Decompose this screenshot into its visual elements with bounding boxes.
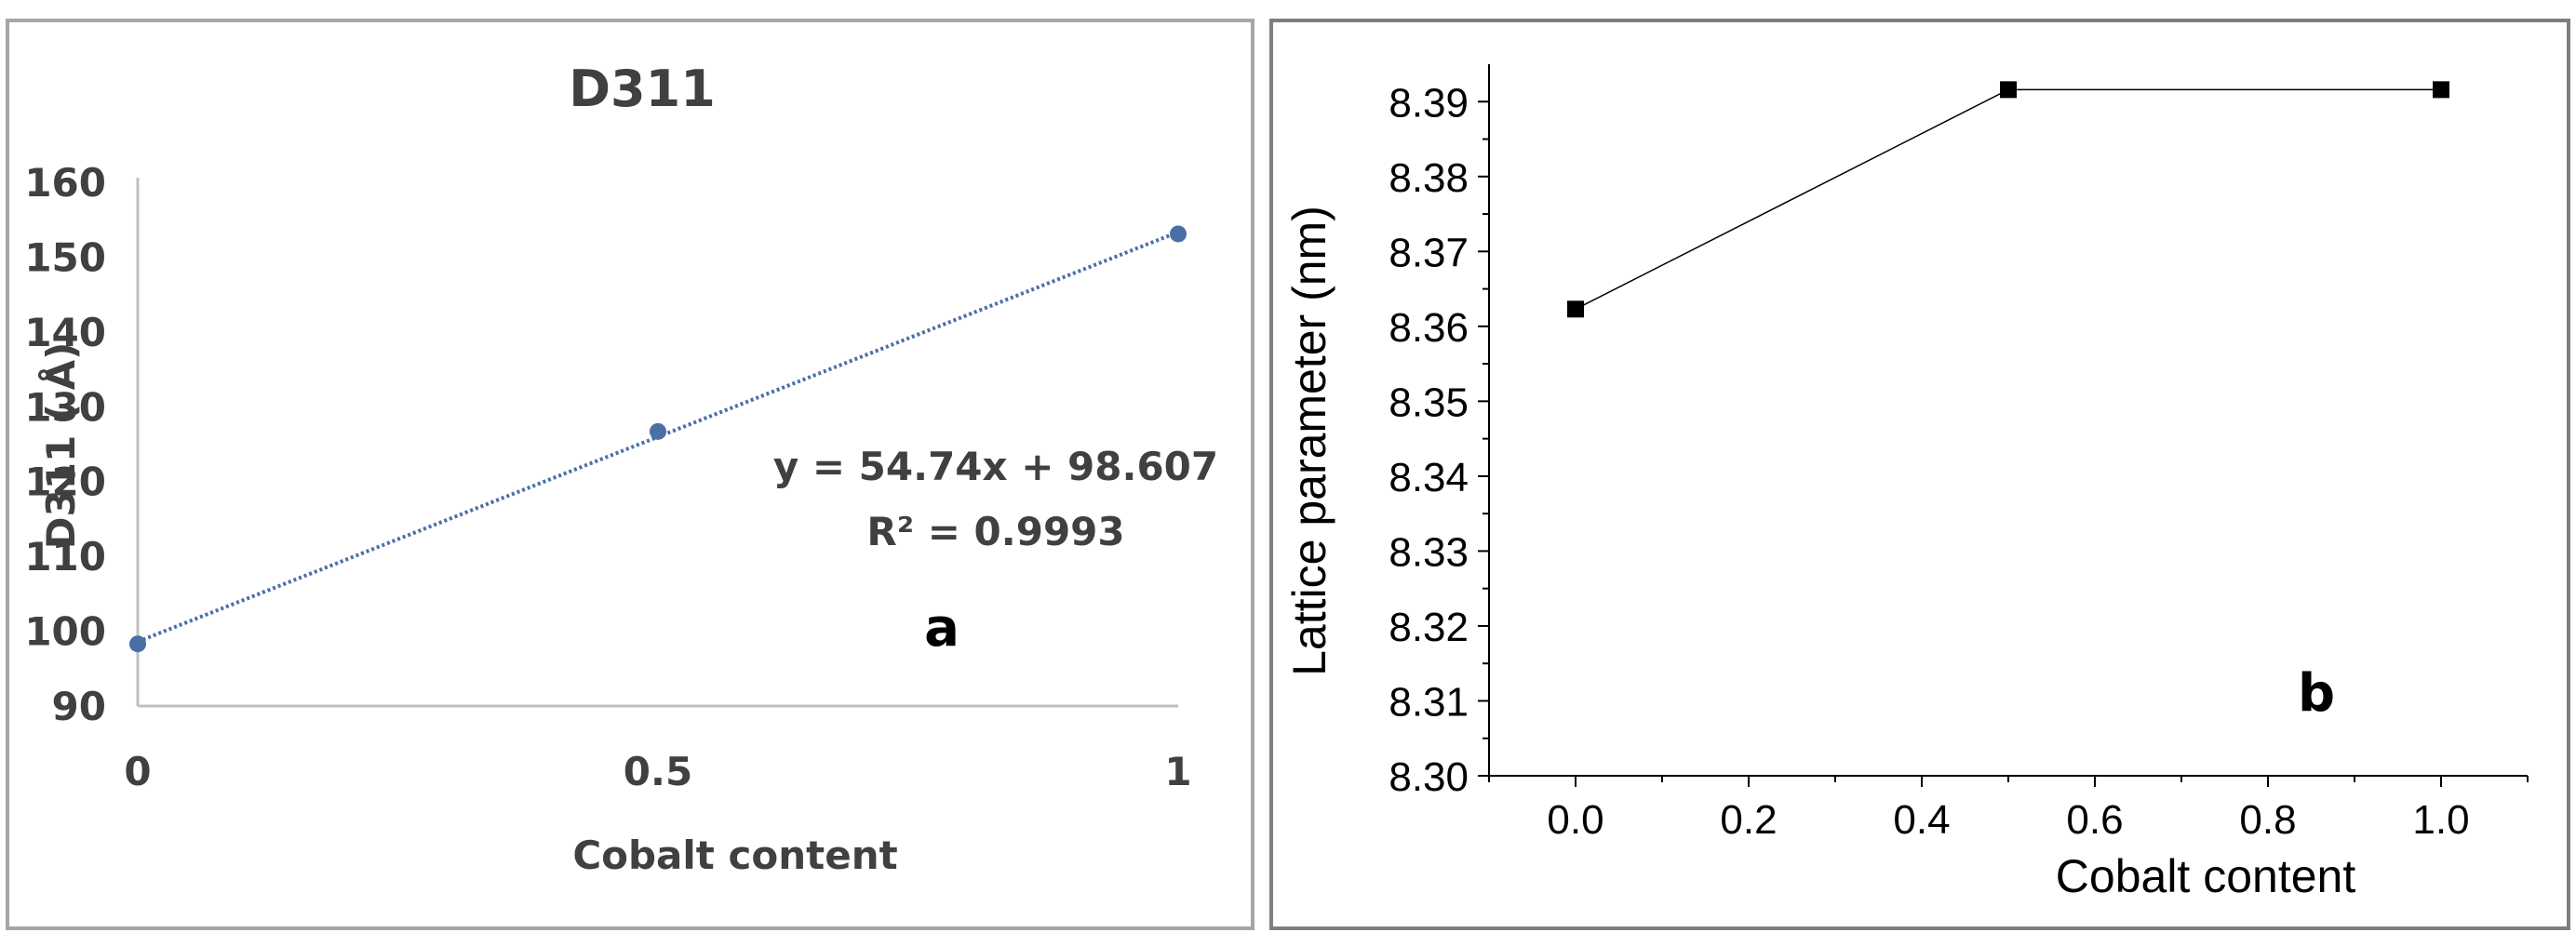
chart-b-ytick-label: 8.34 <box>1389 455 1469 500</box>
chart-a-data-point <box>129 635 146 653</box>
chart-a-xtick-label: 1 <box>1164 749 1191 794</box>
chart-b-data-point <box>1567 300 1584 318</box>
chart-a-ytick-label: 90 <box>52 684 106 729</box>
chart-b-panel-label: b <box>2298 663 2335 724</box>
chart-b-ylabel: Lattice parameter (nm) <box>1283 206 1335 676</box>
chart-panel-a: D311 D311 ( Å) Cobalt content y = 54.74x… <box>6 19 1254 930</box>
chart-a-equation: y = 54.74x + 98.607 <box>773 444 1218 489</box>
chart-b-ytick-label: 8.32 <box>1389 605 1469 650</box>
chart-b-xtick-label: 0.6 <box>2066 797 2123 843</box>
chart-a-svg: D311 D311 ( Å) Cobalt content y = 54.74x… <box>24 60 1218 878</box>
chart-a-xtick-label: 0.5 <box>624 749 692 794</box>
chart-a-data-point <box>650 422 666 440</box>
chart-b-data-point <box>2000 81 2017 99</box>
chart-b-xlabel: Cobalt content <box>2056 850 2356 902</box>
chart-b-xtick-label: 0.2 <box>1720 797 1777 843</box>
chart-a-xtick-label: 0 <box>124 749 151 794</box>
chart-a-data-point <box>1170 225 1187 243</box>
chart-a-ytick-label: 110 <box>24 534 106 580</box>
chart-b-svg: Lattice parameter (nm) Cobalt content b … <box>1283 64 2529 902</box>
chart-b-ytick-label: 8.37 <box>1389 230 1469 275</box>
chart-b-xtick-label: 0.0 <box>1547 797 1603 843</box>
chart-a-ytick-label: 100 <box>24 609 106 655</box>
chart-a-ytick-label: 150 <box>24 234 106 280</box>
chart-b-ytick-label: 8.31 <box>1389 679 1469 725</box>
chart-b-xtick-label: 0.8 <box>2239 797 2296 843</box>
chart-b-xtick-label: 0.4 <box>1893 797 1950 843</box>
chart-panel-b: Lattice parameter (nm) Cobalt content b … <box>1269 19 2570 930</box>
chart-b-ytick-label: 8.36 <box>1389 305 1469 351</box>
chart-a-panel-label: a <box>924 598 959 659</box>
chart-a-ylabel: D311 ( Å) <box>37 342 84 550</box>
chart-a-ytick-label: 130 <box>24 384 106 430</box>
chart-a-xlabel: Cobalt content <box>572 833 897 878</box>
chart-b-ytick-label: 8.33 <box>1389 529 1469 575</box>
chart-b-xtick-label: 1.0 <box>2412 797 2469 843</box>
chart-b-ytick-label: 8.39 <box>1389 80 1469 126</box>
chart-b-ytick-label: 8.35 <box>1389 380 1469 425</box>
chart-b-ytick-label: 8.38 <box>1389 155 1469 201</box>
chart-a-title: D311 <box>569 60 716 118</box>
chart-b-ytick-label: 8.30 <box>1389 754 1469 800</box>
chart-a-ytick-label: 160 <box>24 160 106 206</box>
chart-a-ytick-label: 140 <box>24 310 106 355</box>
chart-b-data-point <box>2433 81 2449 99</box>
chart-a-r-squared: R² = 0.9993 <box>866 509 1124 554</box>
chart-b-series-line <box>1575 88 2441 310</box>
chart-a-ytick-label: 120 <box>24 460 106 505</box>
